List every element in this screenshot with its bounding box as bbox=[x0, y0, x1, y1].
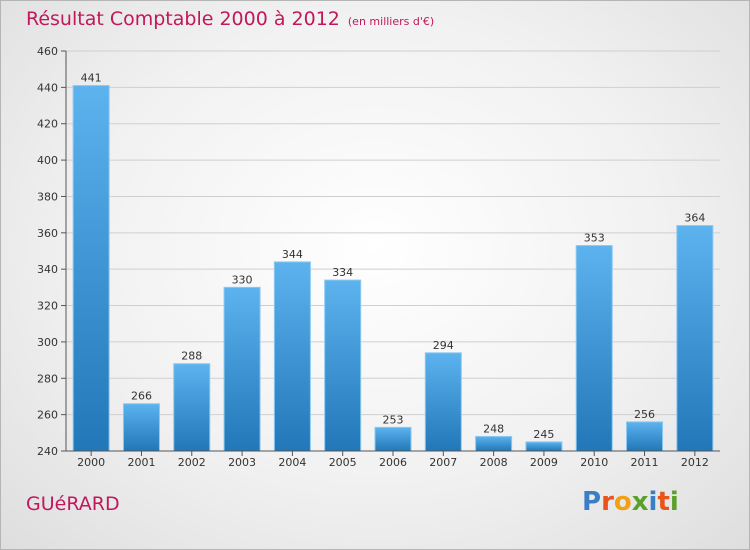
bars: 441 266 288 330 344 334 253 294 248 245 353 256 364 bbox=[72, 72, 714, 452]
data-label-2007: 294 bbox=[433, 339, 454, 352]
place-name: GUéRARD bbox=[26, 493, 120, 515]
data-label-2010: 353 bbox=[584, 232, 605, 245]
x-tick-label-2000: 2000 bbox=[77, 456, 105, 469]
x-tick-label-2006: 2006 bbox=[379, 456, 407, 469]
data-label-2002: 288 bbox=[181, 350, 202, 363]
y-tick-label: 440 bbox=[37, 81, 58, 94]
logo-letter: r bbox=[601, 487, 614, 517]
data-label-2004: 344 bbox=[282, 248, 303, 261]
x-tick-label-2004: 2004 bbox=[278, 456, 306, 469]
bar-2000 bbox=[72, 85, 110, 452]
y-tick-label: 260 bbox=[37, 409, 58, 422]
x-tick-label-2012: 2012 bbox=[681, 456, 709, 469]
x-tick-label-2003: 2003 bbox=[228, 456, 256, 469]
proxiti-logo[interactable]: Proxiti bbox=[582, 487, 679, 517]
logo-letter: o bbox=[613, 487, 632, 517]
bar-2002 bbox=[173, 363, 211, 452]
logo-letter: t bbox=[657, 487, 670, 517]
y-tick-label: 360 bbox=[37, 227, 58, 240]
grid-lines bbox=[66, 50, 720, 452]
x-tick-label-2005: 2005 bbox=[329, 456, 357, 469]
bar-2007 bbox=[424, 352, 462, 452]
axes: 240 260 280 300 320 340 360 380 400 420 440 460 2000… bbox=[37, 45, 720, 469]
x-tick-label-2009: 2009 bbox=[530, 456, 558, 469]
chart-subtitle: (en milliers d'€) bbox=[347, 15, 435, 28]
data-label-2006: 253 bbox=[383, 413, 404, 426]
y-tick-label: 420 bbox=[37, 118, 58, 131]
bar-2003 bbox=[223, 286, 261, 452]
bar-2012 bbox=[676, 225, 714, 452]
x-tick-label-2011: 2011 bbox=[631, 456, 659, 469]
bar-2006 bbox=[374, 426, 412, 452]
logo-letter: i bbox=[669, 487, 679, 517]
data-label-2011: 256 bbox=[634, 408, 655, 421]
y-tick-label: 340 bbox=[37, 263, 58, 276]
logo-letter: x bbox=[631, 487, 649, 517]
logo-letter: P bbox=[582, 487, 602, 517]
x-tick-label-2007: 2007 bbox=[429, 456, 457, 469]
y-tick-label: 460 bbox=[37, 45, 58, 58]
data-label-2003: 330 bbox=[232, 273, 253, 286]
bar-2004 bbox=[273, 261, 311, 452]
data-label-2000: 441 bbox=[81, 72, 102, 85]
data-label-2012: 364 bbox=[684, 212, 705, 225]
data-label-2005: 334 bbox=[332, 266, 353, 279]
x-tick-label-2001: 2001 bbox=[127, 456, 155, 469]
chart-title: Résultat Comptable 2000 à 2012 (en millie… bbox=[26, 8, 434, 30]
data-label-2009: 245 bbox=[533, 428, 554, 441]
y-tick-label: 320 bbox=[37, 300, 58, 313]
bar-2005 bbox=[324, 279, 362, 452]
data-label-2001: 266 bbox=[131, 390, 152, 403]
bar-2008 bbox=[475, 435, 513, 452]
bar-2011 bbox=[626, 421, 664, 452]
x-tick-label-2002: 2002 bbox=[178, 456, 206, 469]
y-tick-label: 300 bbox=[37, 336, 58, 349]
y-tick-label: 380 bbox=[37, 190, 58, 203]
y-tick-label: 240 bbox=[37, 445, 58, 458]
x-tick-label-2010: 2010 bbox=[580, 456, 608, 469]
logo-letter: i bbox=[648, 487, 658, 517]
x-tick-label-2008: 2008 bbox=[480, 456, 508, 469]
bar-2010 bbox=[575, 245, 613, 452]
bar-2009 bbox=[525, 441, 563, 452]
bar-2001 bbox=[122, 403, 160, 452]
data-label-2008: 248 bbox=[483, 422, 504, 435]
chart-title-main: Résultat Comptable 2000 à 2012 bbox=[26, 8, 340, 30]
y-tick-label: 400 bbox=[37, 154, 58, 167]
y-tick-label: 280 bbox=[37, 372, 58, 385]
